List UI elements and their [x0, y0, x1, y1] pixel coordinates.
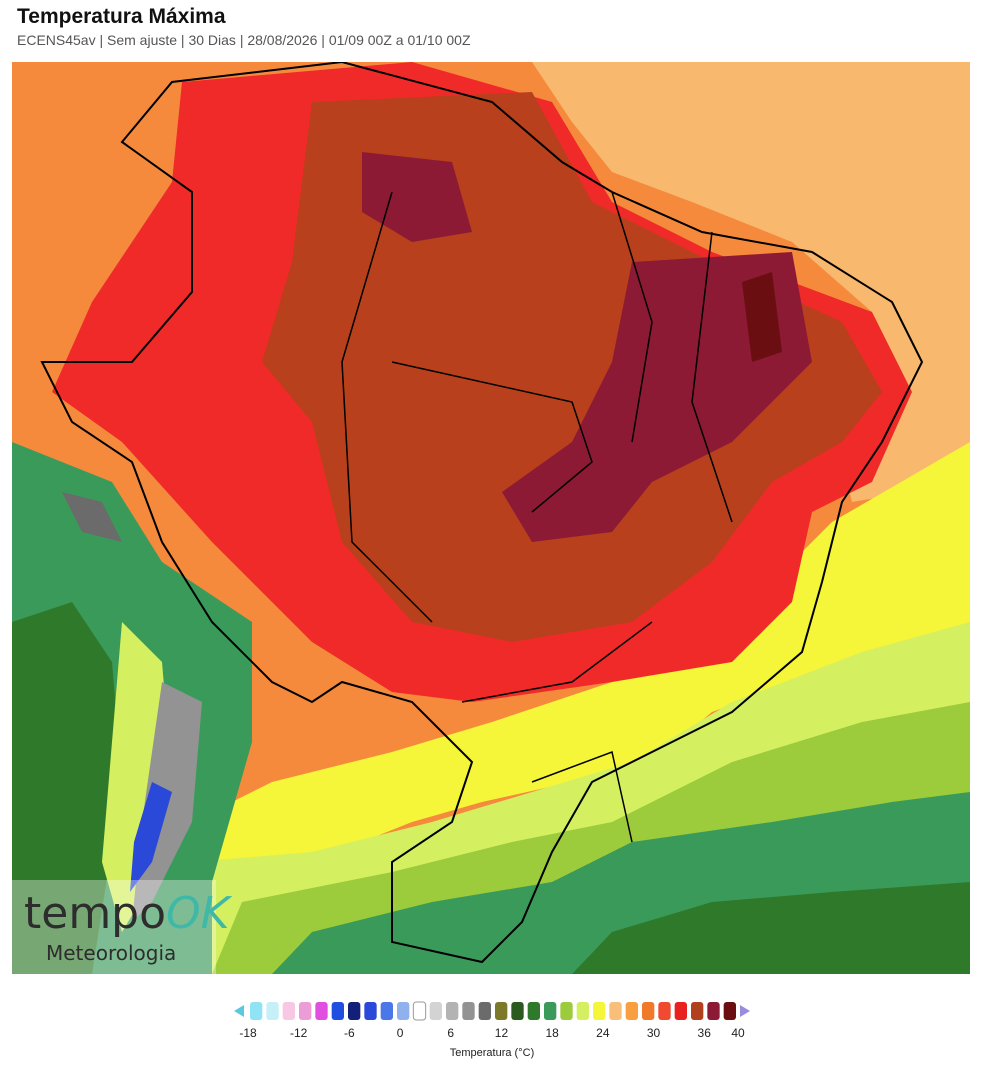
- legend-swatch: [658, 1002, 671, 1020]
- region: [12, 602, 122, 974]
- legend-label: Temperatura (°C): [450, 1047, 534, 1059]
- legend-swatch: [707, 1002, 720, 1020]
- legend-swatch: [527, 1002, 540, 1020]
- legend-swatch: [691, 1002, 704, 1020]
- region: [192, 442, 970, 872]
- watermark-tagline: Meteorologia: [46, 941, 176, 965]
- subtitle: ECENS45av | Sem ajuste | 30 Dias | 28/08…: [17, 32, 471, 48]
- region: [742, 272, 782, 362]
- legend-tick-label: 36: [698, 1026, 712, 1040]
- legend-swatch: [348, 1002, 361, 1020]
- legend-arrow: [234, 1005, 244, 1017]
- legend-swatch: [544, 1002, 557, 1020]
- legend-swatch: [299, 1002, 312, 1020]
- legend-tick-label: 30: [647, 1026, 661, 1040]
- region: [62, 492, 122, 542]
- legend-swatch: [412, 1001, 427, 1021]
- country-border: [40, 62, 924, 964]
- legend-swatch: [282, 1002, 295, 1020]
- legend-tick-label: -6: [344, 1026, 355, 1040]
- legend-swatch: [380, 1002, 393, 1020]
- legend-swatch: [511, 1002, 524, 1020]
- legend-swatch: [429, 1002, 442, 1020]
- legend-arrow: [740, 1005, 750, 1017]
- legend-swatch: [364, 1002, 377, 1020]
- legend-swatch: [495, 1002, 508, 1020]
- legend-swatch: [674, 1002, 687, 1020]
- legend-swatch: [462, 1002, 475, 1020]
- legend-tick-label: 0: [397, 1026, 404, 1040]
- state-border: [341, 191, 733, 843]
- legend-swatch: [576, 1002, 589, 1020]
- watermark-box: [12, 880, 216, 974]
- legend-swatch: [642, 1002, 655, 1020]
- legend-tick-label: 24: [596, 1026, 610, 1040]
- map: tempoOK Meteorologia: [12, 62, 970, 974]
- region: [572, 882, 970, 974]
- legend-swatch: [560, 1002, 573, 1020]
- legend-swatch: [250, 1002, 263, 1020]
- legend-tick-label: 6: [447, 1026, 454, 1040]
- legend-tick-label: 12: [495, 1026, 509, 1040]
- legend-swatch: [446, 1002, 459, 1020]
- title: Temperatura Máxima: [17, 5, 226, 28]
- legend-swatch: [478, 1002, 491, 1020]
- legend: Temperatura (°C) -18 -12 -6 0 6 12 18 24 30 36 40: [234, 1001, 750, 1059]
- legend-swatch: [331, 1002, 344, 1020]
- legend-tick-label: 40: [731, 1026, 745, 1040]
- legend-swatch: [723, 1002, 736, 1020]
- legend-swatch: [266, 1002, 279, 1020]
- region: [130, 782, 172, 892]
- legend-swatch: [315, 1002, 328, 1020]
- legend-tick-label: -12: [290, 1026, 308, 1040]
- legend-swatch: [609, 1002, 622, 1020]
- legend-tick-label: -18: [239, 1026, 257, 1040]
- legend-swatch: [625, 1002, 638, 1020]
- legend-tick-label: 18: [545, 1026, 559, 1040]
- legend-swatch: [593, 1002, 606, 1020]
- watermark-brand: tempoOK: [24, 888, 233, 939]
- legend-swatch: [397, 1002, 410, 1020]
- region: [362, 152, 472, 242]
- region: [502, 252, 812, 542]
